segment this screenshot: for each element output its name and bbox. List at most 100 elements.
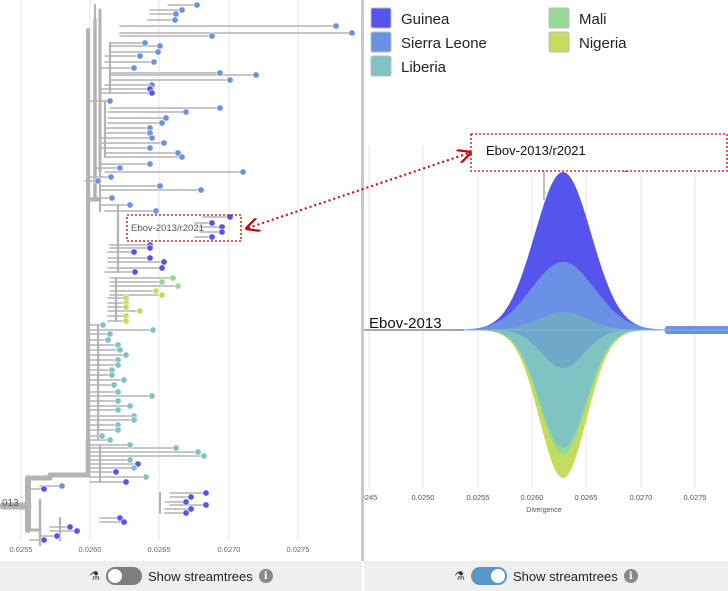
phylogenetic-tree[interactable]: Ebov-2013/r2021 013 0.0255 0.0260 0.0265 0.… (0, 0, 361, 561)
tree-tip[interactable] (208, 32, 216, 40)
tree-tip[interactable] (108, 194, 116, 202)
tree-tip[interactable] (182, 509, 190, 517)
tree-tip[interactable] (146, 244, 154, 252)
tree-tip[interactable] (156, 182, 164, 190)
tree-tip[interactable] (218, 228, 226, 236)
tree-tip[interactable] (130, 464, 138, 472)
tree-tip[interactable] (106, 97, 114, 105)
tree-tip[interactable] (160, 258, 168, 266)
tree-tip[interactable] (158, 264, 166, 272)
tree-tip[interactable] (112, 468, 120, 476)
tree-tip[interactable] (116, 346, 124, 354)
tree-tip[interactable] (146, 144, 154, 152)
info-icon[interactable]: i (623, 569, 638, 583)
tree-tip[interactable] (106, 330, 114, 338)
tree-tip[interactable] (40, 536, 48, 544)
tree-panel[interactable]: Ebov-2013/r2021 013 0.0255 0.0260 0.0265 0.… (0, 0, 361, 561)
tree-tip[interactable] (202, 489, 210, 497)
legend-label[interactable]: Nigeria (579, 35, 627, 52)
streamtree-chart[interactable]: Guinea Sierra Leone Liberia Mali Nigeria Ebo… (364, 0, 728, 561)
tree-tip[interactable] (136, 52, 144, 60)
tree-tip[interactable] (126, 456, 134, 464)
tree-tip[interactable] (141, 39, 149, 47)
tree-tip[interactable] (126, 441, 134, 449)
tree-tip[interactable] (99, 321, 107, 329)
tree-tip[interactable] (110, 381, 118, 389)
tree-tip[interactable] (136, 307, 144, 315)
tree-tip[interactable] (200, 452, 208, 460)
tree-tip[interactable] (150, 58, 158, 66)
tree-tip[interactable] (208, 233, 216, 241)
tree-tip[interactable] (122, 317, 130, 325)
legend-swatch[interactable] (370, 31, 392, 53)
tree-tip[interactable] (178, 153, 186, 161)
streamtree-panel[interactable]: Guinea Sierra Leone Liberia Mali Nigeria Ebo… (364, 0, 728, 561)
tree-tip[interactable] (126, 201, 134, 209)
tree-tip[interactable] (174, 282, 182, 290)
tree-tip[interactable] (114, 426, 122, 434)
tree-tip[interactable] (169, 274, 177, 282)
tree-tip[interactable] (348, 29, 356, 37)
tree-tip[interactable] (154, 48, 162, 56)
tree-tip[interactable] (160, 139, 168, 147)
main-clade-label[interactable]: Ebov-2013 (369, 315, 442, 332)
tree-tip[interactable] (202, 501, 210, 509)
tree-tip[interactable] (130, 416, 138, 424)
tree-tip[interactable] (131, 268, 139, 276)
toggle-label-right[interactable]: Show streamtrees (513, 568, 618, 584)
tree-tip[interactable] (130, 248, 138, 256)
tree-tip[interactable] (152, 207, 160, 215)
tree-tip[interactable] (146, 254, 154, 262)
tree-tip[interactable] (114, 361, 122, 369)
tree-tip[interactable] (120, 518, 128, 526)
tree-tip[interactable] (252, 71, 260, 79)
tree-tip[interactable] (116, 164, 124, 172)
stream-liberia[interactable] (444, 330, 684, 448)
tree-tip[interactable] (239, 168, 247, 176)
tree-tip[interactable] (182, 108, 190, 116)
tree-tip[interactable] (114, 397, 122, 405)
tree-tip[interactable] (148, 89, 156, 97)
tree-tip[interactable] (332, 22, 340, 30)
tree-tip[interactable] (208, 219, 216, 227)
tree-tip[interactable] (182, 498, 190, 506)
tree-tip[interactable] (172, 444, 180, 452)
tree-tip[interactable] (107, 173, 115, 181)
toggle-label-left[interactable]: Show streamtrees (148, 568, 253, 584)
legend-swatch[interactable] (370, 7, 392, 29)
legend-label[interactable]: Mali (579, 11, 607, 28)
tree-tip[interactable] (158, 291, 166, 299)
legend-swatch[interactable] (548, 31, 570, 53)
tree-tip[interactable] (148, 134, 156, 142)
clade-label[interactable]: Ebov-2013/r2021 (131, 223, 204, 234)
stream-sierra-leone[interactable] (444, 262, 684, 330)
tree-tip[interactable] (98, 432, 106, 440)
tree-tip[interactable] (162, 114, 170, 122)
tree-tip[interactable] (149, 326, 157, 334)
tree-tip[interactable] (108, 371, 116, 379)
stream-guinea[interactable] (444, 172, 684, 330)
tree-tip[interactable] (73, 527, 81, 535)
tree-tip[interactable] (58, 482, 66, 490)
legend-swatch[interactable] (370, 55, 392, 77)
tree-tip[interactable] (122, 351, 130, 359)
tree-tip[interactable] (187, 493, 195, 501)
tree-tip[interactable] (130, 64, 138, 72)
tree-tip[interactable] (197, 186, 205, 194)
legend-label[interactable]: Guinea (401, 11, 450, 28)
tree-tip[interactable] (53, 532, 61, 540)
tree-tip[interactable] (120, 376, 128, 384)
tree-tip[interactable] (142, 473, 150, 481)
tree-tip[interactable] (171, 16, 179, 24)
tree-tip[interactable] (216, 69, 224, 77)
tree-tip[interactable] (122, 303, 130, 311)
tree-tip[interactable] (158, 119, 166, 127)
tree-tip[interactable] (187, 505, 195, 513)
tree-tip[interactable] (114, 388, 122, 396)
tree-tip[interactable] (156, 42, 164, 50)
tree-tip[interactable] (178, 6, 186, 14)
tree-tip[interactable] (106, 436, 114, 444)
info-icon[interactable]: i (258, 569, 273, 583)
tree-tip[interactable] (94, 177, 102, 185)
tree-tip[interactable] (152, 287, 160, 295)
